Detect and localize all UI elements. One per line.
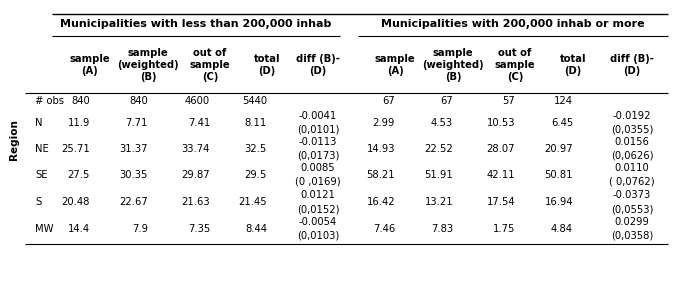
Text: 50.81: 50.81 <box>544 170 573 180</box>
Text: -0.0054: -0.0054 <box>299 217 337 227</box>
Text: (0,0355): (0,0355) <box>611 125 653 135</box>
Text: sample
(weighted)
(B): sample (weighted) (B) <box>422 49 484 82</box>
Text: 21.45: 21.45 <box>239 197 267 207</box>
Text: sample
(weighted)
(B): sample (weighted) (B) <box>117 49 179 82</box>
Text: 31.37: 31.37 <box>120 144 148 154</box>
Text: 4.84: 4.84 <box>551 224 573 234</box>
Text: 32.5: 32.5 <box>245 144 267 154</box>
Text: Region: Region <box>9 120 19 160</box>
Text: 7.46: 7.46 <box>372 224 395 234</box>
Text: 28.07: 28.07 <box>487 144 515 154</box>
Text: 840: 840 <box>129 96 148 106</box>
Text: (0,0101): (0,0101) <box>297 125 339 135</box>
Text: 27.5: 27.5 <box>68 170 90 180</box>
Text: total
(D): total (D) <box>254 54 281 76</box>
Text: 22.67: 22.67 <box>119 197 148 207</box>
Text: 7.71: 7.71 <box>126 118 148 128</box>
Text: 8.44: 8.44 <box>245 224 267 234</box>
Text: (0,0103): (0,0103) <box>297 231 339 241</box>
Text: (0,0626): (0,0626) <box>610 151 653 161</box>
Text: 20.48: 20.48 <box>62 197 90 207</box>
Text: 7.41: 7.41 <box>188 118 210 128</box>
Text: (0 ,0169): (0 ,0169) <box>295 177 341 187</box>
Text: 14.93: 14.93 <box>366 144 395 154</box>
Text: 20.97: 20.97 <box>544 144 573 154</box>
Text: 67: 67 <box>440 96 453 106</box>
Text: 29.5: 29.5 <box>245 170 267 180</box>
Text: 0.0085: 0.0085 <box>301 163 335 173</box>
Text: out of
sample
(C): out of sample (C) <box>495 49 535 82</box>
Text: -0.0113: -0.0113 <box>299 137 337 147</box>
Text: 840: 840 <box>71 96 90 106</box>
Text: 29.87: 29.87 <box>181 170 210 180</box>
Text: 30.35: 30.35 <box>120 170 148 180</box>
Text: Municipalities with less than 200,000 inhab: Municipalities with less than 200,000 in… <box>60 19 332 29</box>
Text: 25.71: 25.71 <box>62 144 90 154</box>
Text: diff (B)-
(D): diff (B)- (D) <box>296 54 340 76</box>
Text: 5440: 5440 <box>242 96 267 106</box>
Text: -0.0041: -0.0041 <box>299 111 337 121</box>
Text: MW: MW <box>35 224 53 234</box>
Text: 57: 57 <box>502 96 515 106</box>
Text: 7.83: 7.83 <box>431 224 453 234</box>
Text: 7.35: 7.35 <box>188 224 210 234</box>
Text: 1.75: 1.75 <box>493 224 515 234</box>
Text: 51.91: 51.91 <box>425 170 453 180</box>
Text: 11.9: 11.9 <box>68 118 90 128</box>
Text: 6.45: 6.45 <box>551 118 573 128</box>
Text: 21.63: 21.63 <box>181 197 210 207</box>
Text: SE: SE <box>35 170 47 180</box>
Text: 14.4: 14.4 <box>68 224 90 234</box>
Text: (0,0358): (0,0358) <box>611 231 653 241</box>
Text: 16.42: 16.42 <box>366 197 395 207</box>
Text: 58.21: 58.21 <box>366 170 395 180</box>
Text: # obs: # obs <box>35 96 64 106</box>
Text: sample
(A): sample (A) <box>375 54 415 76</box>
Text: diff (B)-
(D): diff (B)- (D) <box>610 54 654 76</box>
Text: 8.11: 8.11 <box>245 118 267 128</box>
Text: -0.0192: -0.0192 <box>612 111 651 121</box>
Text: 2.99: 2.99 <box>372 118 395 128</box>
Text: 42.11: 42.11 <box>486 170 515 180</box>
Text: 17.54: 17.54 <box>486 197 515 207</box>
Text: 4.53: 4.53 <box>431 118 453 128</box>
Text: 22.52: 22.52 <box>425 144 453 154</box>
Text: 4600: 4600 <box>185 96 210 106</box>
Text: NE: NE <box>35 144 49 154</box>
Text: 16.94: 16.94 <box>544 197 573 207</box>
Text: ( 0,0762): ( 0,0762) <box>609 177 655 187</box>
Text: 124: 124 <box>554 96 573 106</box>
Text: 0.0110: 0.0110 <box>614 163 650 173</box>
Text: S: S <box>35 197 41 207</box>
Text: 67: 67 <box>382 96 395 106</box>
Text: (0,0173): (0,0173) <box>297 151 339 161</box>
Text: Municipalities with 200,000 inhab or more: Municipalities with 200,000 inhab or mor… <box>381 19 645 29</box>
Text: 0.0299: 0.0299 <box>614 217 650 227</box>
Text: 7.9: 7.9 <box>132 224 148 234</box>
Text: 0.0121: 0.0121 <box>301 190 335 200</box>
Text: sample
(A): sample (A) <box>70 54 110 76</box>
Text: -0.0373: -0.0373 <box>613 190 651 200</box>
Text: (0,0152): (0,0152) <box>297 204 339 214</box>
Text: N: N <box>35 118 43 128</box>
Text: 13.21: 13.21 <box>425 197 453 207</box>
Text: total
(D): total (D) <box>560 54 586 76</box>
Text: (0,0553): (0,0553) <box>611 204 653 214</box>
Text: 33.74: 33.74 <box>182 144 210 154</box>
Text: out of
sample
(C): out of sample (C) <box>190 49 231 82</box>
Text: 0.0156: 0.0156 <box>614 137 650 147</box>
Text: 10.53: 10.53 <box>487 118 515 128</box>
